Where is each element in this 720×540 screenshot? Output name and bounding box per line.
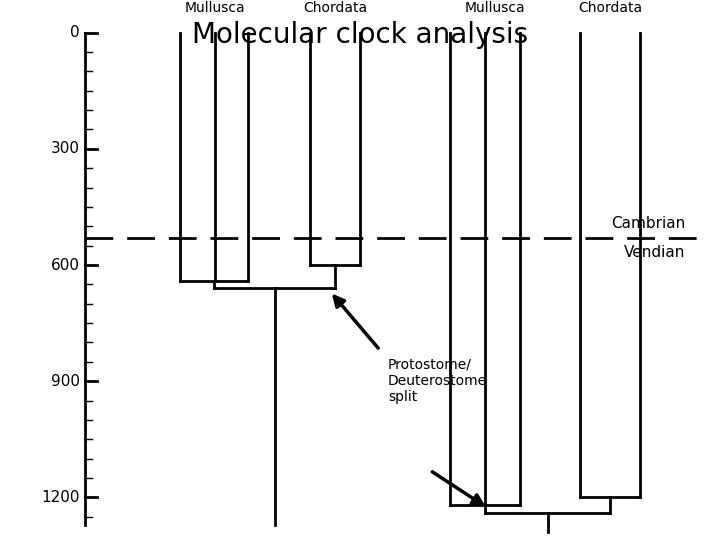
- Text: 900: 900: [51, 374, 80, 389]
- Text: Chordata: Chordata: [578, 1, 642, 15]
- Text: Mullusca: Mullusca: [464, 1, 526, 15]
- Text: Protostome/
Deuterostome
split: Protostome/ Deuterostome split: [388, 358, 487, 404]
- Text: 0: 0: [71, 25, 80, 40]
- Text: 300: 300: [51, 141, 80, 157]
- Text: Mullusca: Mullusca: [185, 1, 246, 15]
- Text: Chordata: Chordata: [303, 1, 367, 15]
- Text: 1200: 1200: [42, 490, 80, 505]
- Text: Vendian: Vendian: [624, 245, 685, 260]
- Text: 600: 600: [51, 258, 80, 273]
- Text: Cambrian: Cambrian: [611, 216, 685, 231]
- Text: Molecular clock analysis: Molecular clock analysis: [192, 21, 528, 49]
